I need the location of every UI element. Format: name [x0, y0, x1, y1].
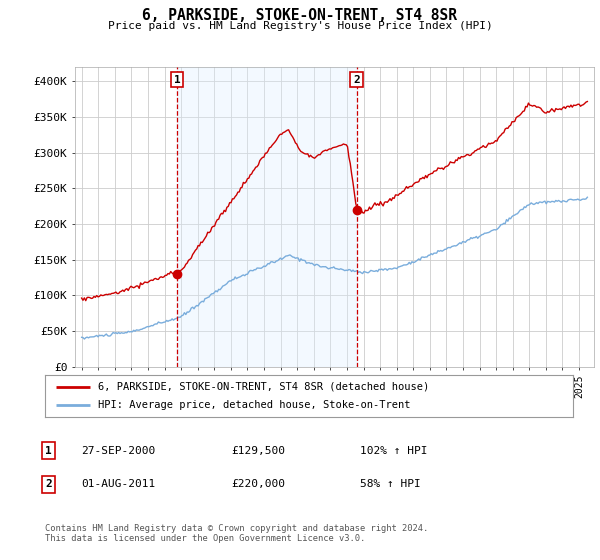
- Text: 6, PARKSIDE, STOKE-ON-TRENT, ST4 8SR (detached house): 6, PARKSIDE, STOKE-ON-TRENT, ST4 8SR (de…: [98, 381, 429, 391]
- Text: 1: 1: [45, 446, 52, 456]
- Text: £220,000: £220,000: [231, 479, 285, 489]
- Text: Price paid vs. HM Land Registry's House Price Index (HPI): Price paid vs. HM Land Registry's House …: [107, 21, 493, 31]
- Text: HPI: Average price, detached house, Stoke-on-Trent: HPI: Average price, detached house, Stok…: [98, 400, 410, 410]
- Text: 2: 2: [353, 74, 360, 85]
- Text: 6, PARKSIDE, STOKE-ON-TRENT, ST4 8SR: 6, PARKSIDE, STOKE-ON-TRENT, ST4 8SR: [143, 8, 458, 24]
- Text: 1: 1: [173, 74, 181, 85]
- Text: 58% ↑ HPI: 58% ↑ HPI: [360, 479, 421, 489]
- Bar: [177, 67, 356, 367]
- Text: Contains HM Land Registry data © Crown copyright and database right 2024.
This d: Contains HM Land Registry data © Crown c…: [45, 524, 428, 543]
- Text: 27-SEP-2000: 27-SEP-2000: [81, 446, 155, 456]
- Text: 102% ↑ HPI: 102% ↑ HPI: [360, 446, 427, 456]
- Text: 2: 2: [45, 479, 52, 489]
- Text: 01-AUG-2011: 01-AUG-2011: [81, 479, 155, 489]
- Text: £129,500: £129,500: [231, 446, 285, 456]
